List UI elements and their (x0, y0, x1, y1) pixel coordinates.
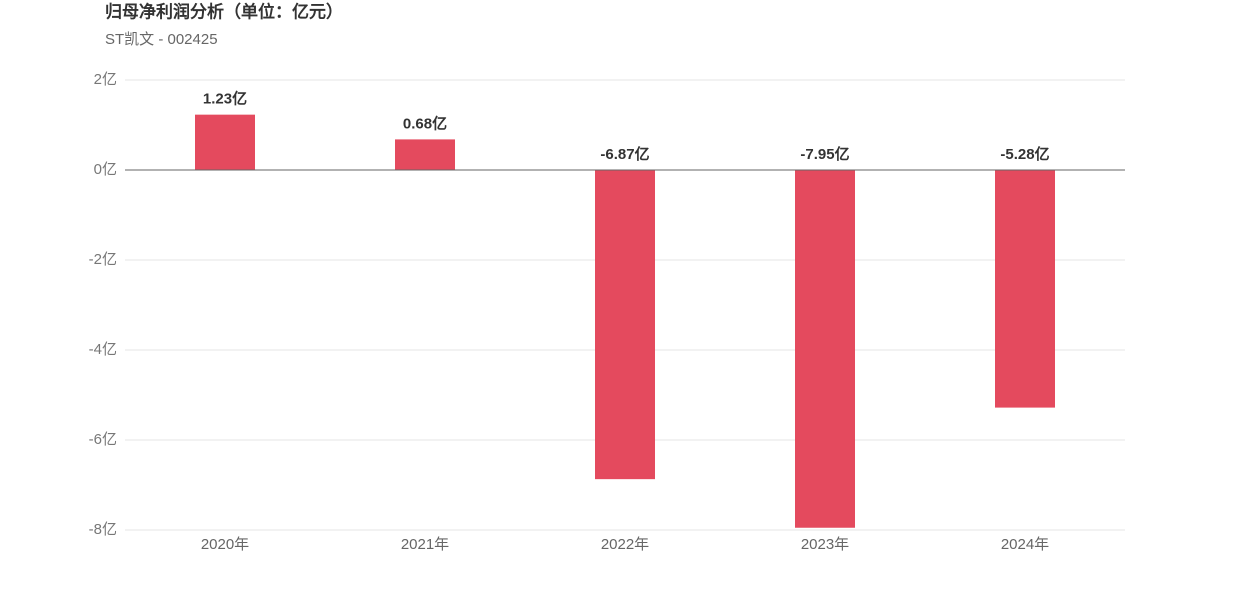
y-tick-label: 0亿 (94, 161, 117, 178)
y-tick-label: -4亿 (89, 341, 117, 358)
y-tick-label: -2亿 (89, 251, 117, 268)
x-tick-label: 2021年 (401, 536, 449, 553)
x-tick-label: 2024年 (1001, 536, 1049, 553)
y-tick-label: -6亿 (89, 431, 117, 448)
bar (395, 139, 455, 170)
chart-subtitle: ST凯文 - 002425 (105, 31, 218, 48)
bar (795, 170, 855, 528)
value-label: -6.87亿 (600, 145, 649, 163)
y-tick-label: -8亿 (89, 521, 117, 538)
value-label: -7.95亿 (800, 145, 849, 163)
bar (195, 114, 255, 170)
value-label: -5.28亿 (1000, 145, 1049, 163)
chart-title: 归母净利润分析（单位：亿元） (105, 1, 343, 21)
bar (595, 170, 655, 480)
x-tick-label: 2020年 (201, 536, 249, 553)
value-label: 0.68亿 (403, 114, 447, 132)
value-label: 1.23亿 (203, 90, 247, 108)
y-tick-label: 2亿 (94, 71, 117, 88)
x-tick-label: 2022年 (601, 536, 649, 553)
x-tick-label: 2023年 (801, 536, 849, 553)
bar (995, 170, 1055, 408)
